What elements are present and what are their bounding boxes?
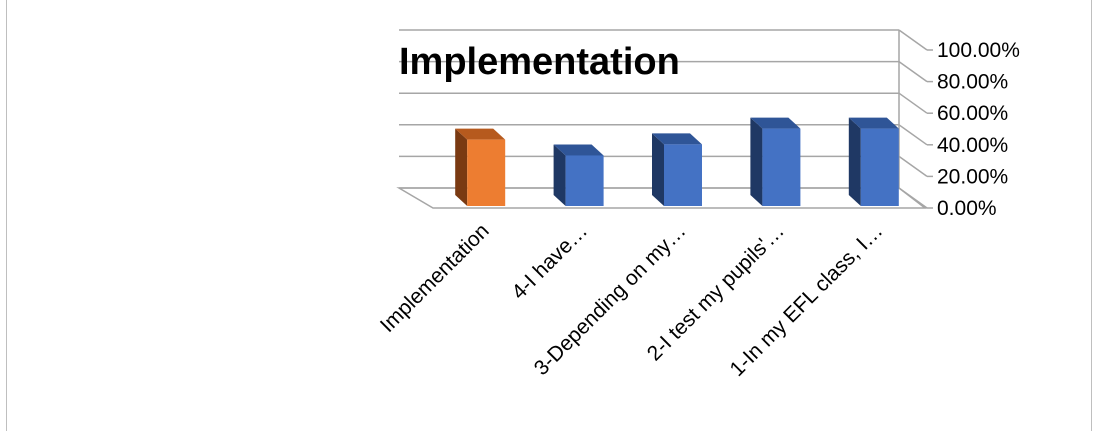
bar [750,118,800,206]
y-tick-label: 80.00% [937,71,1008,94]
gridline-side [899,93,927,113]
bar-front [762,129,800,206]
bar [455,129,505,206]
bar [554,144,604,206]
y-tick-label: 20.00% [937,165,1008,188]
bar-front [664,144,702,206]
y-tick-label: 40.00% [937,134,1008,157]
bar-side [849,118,861,206]
bar-chart: 0.00% 20.00% 40.00% 60.00% 80.00% 100.00% Imp… [7,0,1093,431]
bar-side [750,118,762,206]
x-tick-label: 4-I have… [507,219,592,304]
x-tick-label: Implementation [376,219,494,337]
bar-side [455,129,467,206]
bar-front [861,129,899,206]
y-tick-label: 0.00% [937,197,997,220]
y-axis-ticks: 0.00% 20.00% 40.00% 60.00% 80.00% 100.00% [937,39,1020,220]
gridline-side [899,62,927,82]
y-tick-label: 60.00% [937,102,1008,125]
bar-front [566,155,604,206]
chart-title: Implementation [399,41,680,83]
gridline-side [899,156,927,176]
gridline-side [899,125,927,145]
bar [849,118,899,206]
bar-side [652,133,664,206]
bar-front [467,140,505,206]
bar [652,133,702,206]
x-axis-ticks: Implementation 4-I have…3-Depending on my… [376,219,887,381]
chart-frame: 0.00% 20.00% 40.00% 60.00% 80.00% 100.00% Imp… [6,0,1092,431]
gridline-side [899,30,927,50]
bars [455,118,899,206]
y-tick-label: 100.00% [937,39,1020,62]
